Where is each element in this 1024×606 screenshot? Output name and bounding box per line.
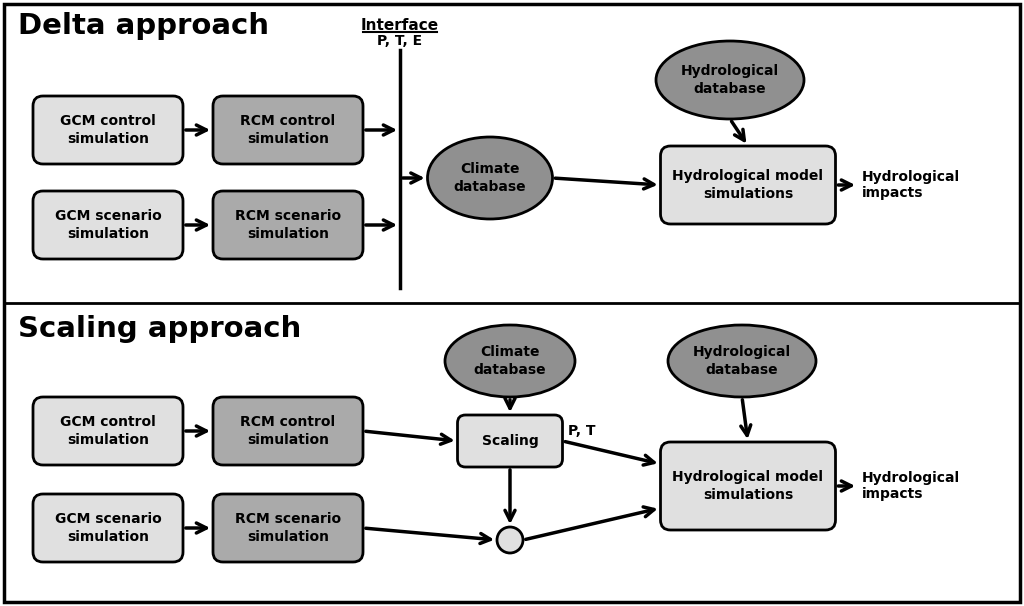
Text: RCM control
simulation: RCM control simulation xyxy=(241,115,336,145)
Text: GCM scenario
simulation: GCM scenario simulation xyxy=(54,209,162,241)
Ellipse shape xyxy=(427,137,553,219)
Text: GCM control
simulation: GCM control simulation xyxy=(60,415,156,447)
FancyBboxPatch shape xyxy=(213,191,362,259)
FancyBboxPatch shape xyxy=(458,415,562,467)
FancyBboxPatch shape xyxy=(213,96,362,164)
Text: Hydrological
impacts: Hydrological impacts xyxy=(862,471,961,501)
Text: GCM control
simulation: GCM control simulation xyxy=(60,115,156,145)
FancyBboxPatch shape xyxy=(33,397,183,465)
Text: P, T: P, T xyxy=(567,424,595,438)
Text: Climate
database: Climate database xyxy=(454,162,526,194)
Ellipse shape xyxy=(445,325,575,397)
FancyBboxPatch shape xyxy=(213,494,362,562)
Ellipse shape xyxy=(656,41,804,119)
Text: Scaling approach: Scaling approach xyxy=(18,315,301,343)
Circle shape xyxy=(497,527,523,553)
Text: RCM scenario
simulation: RCM scenario simulation xyxy=(234,512,341,544)
Text: Interface: Interface xyxy=(360,18,439,33)
Text: Scaling: Scaling xyxy=(481,434,539,448)
FancyBboxPatch shape xyxy=(660,442,836,530)
FancyBboxPatch shape xyxy=(33,494,183,562)
Text: Hydrological
database: Hydrological database xyxy=(681,64,779,96)
Text: Hydrological
database: Hydrological database xyxy=(693,345,792,377)
Text: Hydrological model
simulations: Hydrological model simulations xyxy=(673,470,823,502)
FancyBboxPatch shape xyxy=(213,397,362,465)
Text: Delta approach: Delta approach xyxy=(18,12,269,40)
Text: P, T, E: P, T, E xyxy=(378,34,423,48)
Text: GCM scenario
simulation: GCM scenario simulation xyxy=(54,512,162,544)
Text: RCM scenario
simulation: RCM scenario simulation xyxy=(234,209,341,241)
Ellipse shape xyxy=(668,325,816,397)
Text: Climate
database: Climate database xyxy=(474,345,547,377)
FancyBboxPatch shape xyxy=(33,191,183,259)
FancyBboxPatch shape xyxy=(33,96,183,164)
FancyBboxPatch shape xyxy=(4,4,1020,602)
Text: Hydrological
impacts: Hydrological impacts xyxy=(862,170,961,200)
Text: RCM control
simulation: RCM control simulation xyxy=(241,415,336,447)
Text: Hydrological model
simulations: Hydrological model simulations xyxy=(673,169,823,201)
FancyBboxPatch shape xyxy=(660,146,836,224)
